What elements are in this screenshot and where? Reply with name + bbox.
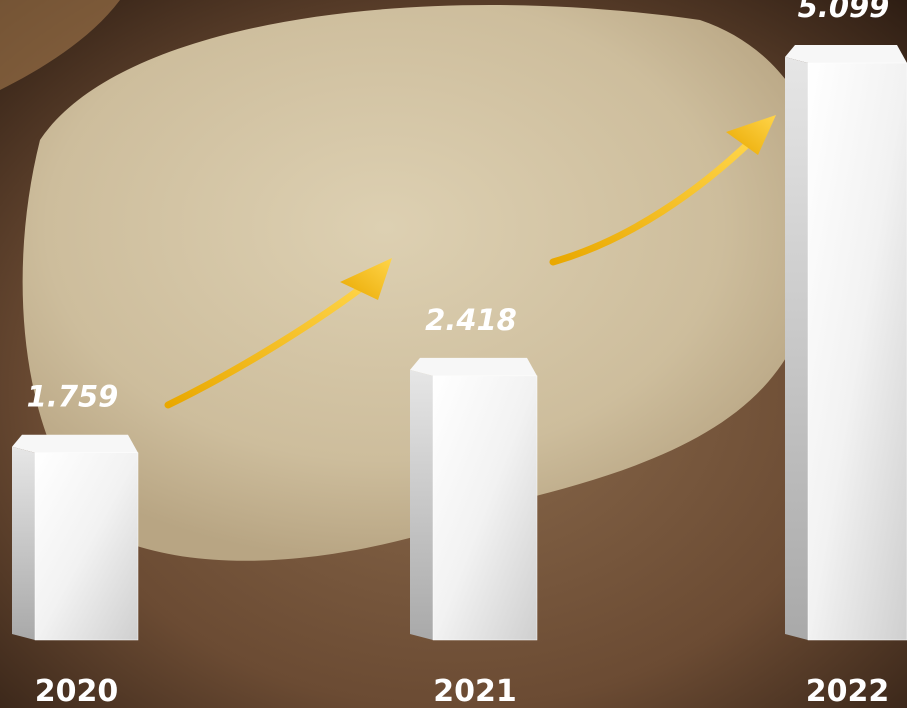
crust [0, 0, 120, 90]
value-label: 5.099 [798, 0, 890, 24]
x-tick-label: 2021 [433, 674, 517, 708]
bar-top [410, 357, 537, 376]
butter [22, 5, 828, 561]
bar-top [785, 45, 907, 63]
bar-side [785, 57, 808, 640]
arrows [164, 115, 776, 409]
bar-side [410, 369, 433, 640]
value-label: 2.418 [425, 303, 517, 337]
x-tick-label: 2022 [806, 674, 890, 708]
bar-top [12, 434, 138, 453]
bar [807, 62, 907, 641]
arrow [549, 136, 756, 266]
value-label: 1.759 [27, 380, 119, 414]
bar [34, 452, 139, 641]
x-tick-label: 2020 [35, 674, 119, 708]
bar-side [12, 446, 35, 640]
arrow [164, 276, 376, 409]
arrow-head [726, 115, 776, 155]
bar [432, 375, 538, 641]
arrow-head [340, 258, 392, 300]
